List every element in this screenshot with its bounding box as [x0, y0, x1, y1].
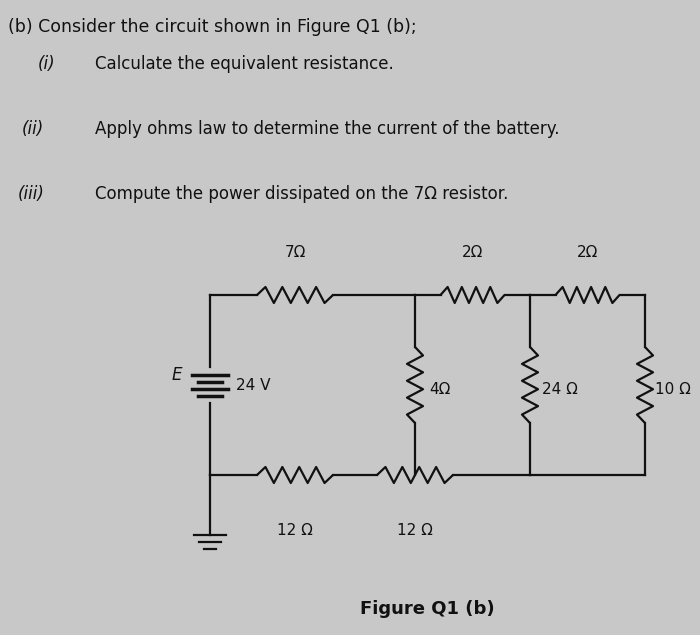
Text: 12 Ω: 12 Ω	[397, 523, 433, 538]
Text: 24 V: 24 V	[236, 377, 270, 392]
Text: 12 Ω: 12 Ω	[277, 523, 313, 538]
Text: Compute the power dissipated on the 7Ω resistor.: Compute the power dissipated on the 7Ω r…	[95, 185, 508, 203]
Text: 2Ω: 2Ω	[577, 245, 598, 260]
Text: Calculate the equivalent resistance.: Calculate the equivalent resistance.	[95, 55, 393, 73]
Text: 10 Ω: 10 Ω	[655, 382, 691, 398]
Text: Figure Q1 (b): Figure Q1 (b)	[360, 600, 495, 618]
Text: (i): (i)	[38, 55, 55, 73]
Text: 2Ω: 2Ω	[462, 245, 483, 260]
Text: (b) Consider the circuit shown in Figure Q1 (b);: (b) Consider the circuit shown in Figure…	[8, 18, 416, 36]
Text: Apply ohms law to determine the current of the battery.: Apply ohms law to determine the current …	[95, 120, 559, 138]
Text: (ii): (ii)	[22, 120, 44, 138]
Text: 4Ω: 4Ω	[429, 382, 450, 398]
Text: E: E	[172, 366, 182, 384]
Text: 24 Ω: 24 Ω	[542, 382, 578, 398]
Text: 7Ω: 7Ω	[284, 245, 306, 260]
Text: (iii): (iii)	[18, 185, 45, 203]
